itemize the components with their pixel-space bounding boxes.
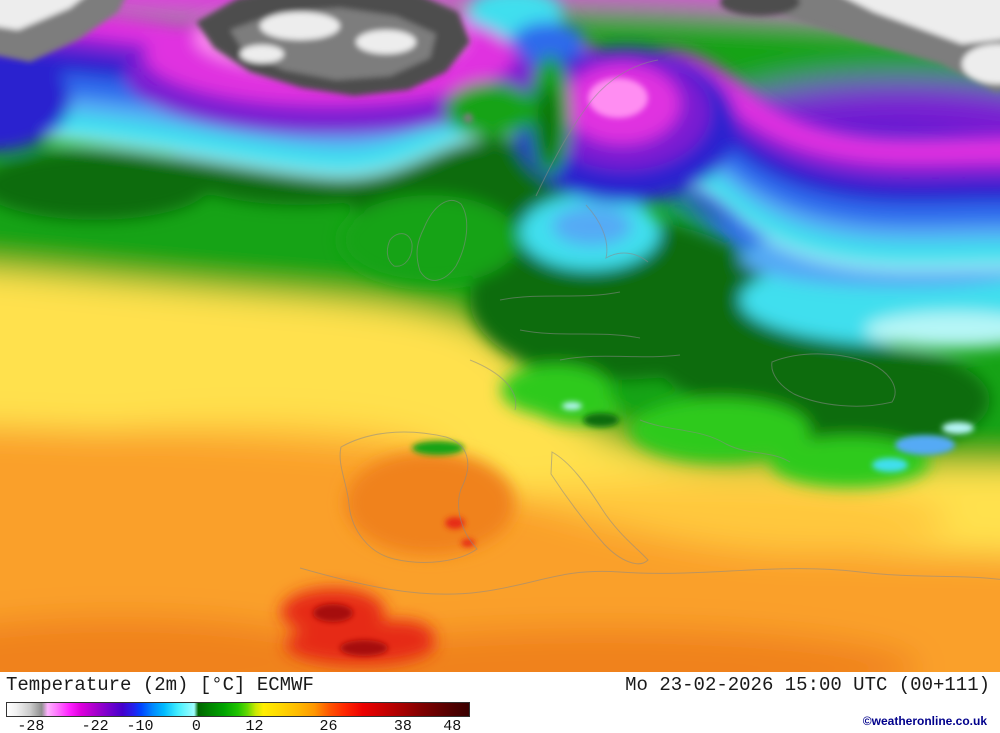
copyright-link[interactable]: ©weatheronline.co.uk: [862, 714, 987, 728]
legend-bar: Temperature (2m) [°C] ECMWF Mo 23-02-202…: [0, 672, 1000, 733]
scale-tick-0: 0: [191, 718, 201, 733]
color-scale-gradient: [6, 702, 470, 717]
temperature-field-svg: [0, 0, 1000, 672]
scale-tick-48: 48: [443, 718, 462, 733]
scale-tick--10: -10: [126, 718, 154, 733]
scale-tick-26: 26: [319, 718, 338, 733]
color-scale: -28 -22 -10 0 12 26 38 48: [6, 702, 470, 733]
scale-tick--22: -22: [81, 718, 109, 733]
fine-details-and-land: [0, 0, 1000, 656]
scale-tick-38: 38: [393, 718, 412, 733]
scale-tick-12: 12: [245, 718, 264, 733]
map-title: Temperature (2m) [°C] ECMWF: [6, 674, 314, 696]
temperature-map[interactable]: [0, 0, 1000, 672]
country-borders: [299, 59, 1000, 595]
scale-tick-labels: -28 -22 -10 0 12 26 38 48: [6, 717, 468, 733]
scale-tick--28: -28: [17, 718, 45, 733]
map-timestamp: Mo 23-02-2026 15:00 UTC (00+111): [625, 674, 990, 696]
